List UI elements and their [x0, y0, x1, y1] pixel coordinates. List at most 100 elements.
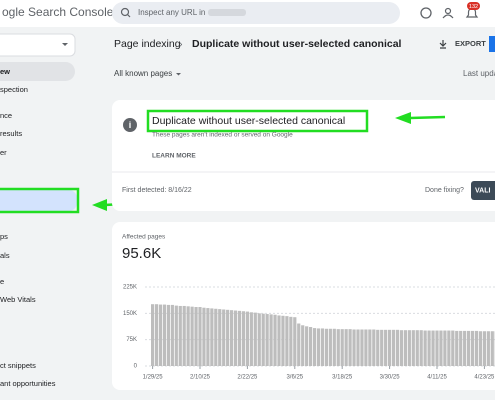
search-icon — [127, 14, 131, 18]
nav-item[interactable]: nce — [0, 111, 12, 120]
bar — [154, 304, 159, 366]
info-icon — [123, 118, 137, 132]
property-selector[interactable] — [0, 33, 76, 57]
bar — [451, 330, 455, 366]
bar — [399, 330, 404, 366]
bar — [431, 330, 435, 366]
nav-item[interactable]: e — [0, 277, 4, 286]
y-tick-label: 225K — [123, 285, 137, 291]
nav-item[interactable]: er — [0, 148, 7, 157]
nav-item[interactable]: ps — [0, 232, 8, 241]
x-tick-label: 3/18/25 — [332, 375, 353, 381]
export-button[interactable]: EXPORT — [455, 39, 486, 48]
arrow-head — [395, 112, 411, 124]
bar — [158, 304, 163, 366]
bar — [261, 313, 265, 366]
search-box[interactable] — [112, 2, 400, 24]
bar — [455, 330, 459, 366]
bar — [241, 311, 246, 366]
bar — [297, 323, 301, 366]
bar — [226, 309, 230, 366]
info-icon: i — [129, 120, 132, 130]
bar — [482, 331, 486, 366]
bar — [443, 330, 447, 366]
selected-nav — [0, 190, 77, 211]
nav-item[interactable]: Web Vitals — [0, 295, 36, 304]
bar — [316, 328, 321, 366]
bar — [328, 328, 332, 366]
bar — [332, 328, 336, 366]
bar — [301, 325, 305, 366]
chart-label: Affected pages — [122, 234, 166, 241]
bar — [486, 331, 490, 366]
bar — [222, 309, 226, 366]
bar — [312, 328, 317, 366]
bar — [364, 329, 368, 366]
filter[interactable]: All known pages — [114, 69, 172, 78]
bar — [230, 310, 234, 366]
bar — [372, 329, 376, 366]
bar — [395, 329, 400, 366]
bar — [439, 330, 443, 366]
y-tick-label: 75K — [126, 337, 137, 343]
bar — [435, 330, 439, 366]
bar — [233, 310, 238, 366]
nav-item[interactable]: ct snippets — [0, 361, 36, 370]
validate-label: VALI — [475, 187, 490, 194]
bar — [305, 326, 309, 366]
bar — [388, 329, 392, 366]
bar — [309, 327, 313, 366]
help-icon[interactable] — [420, 7, 432, 19]
breadcrumb-parent[interactable]: Page indexing — [114, 38, 181, 50]
users-icon[interactable] — [444, 7, 452, 15]
validate-button[interactable] — [471, 181, 495, 200]
bar — [384, 329, 388, 366]
nav-item[interactable]: ew — [0, 67, 10, 76]
bar — [202, 307, 206, 366]
x-tick-label: 4/11/25 — [427, 375, 447, 381]
x-tick-label: 1/29/25 — [143, 375, 164, 381]
bar — [210, 308, 214, 366]
bar — [293, 317, 297, 366]
bar — [391, 329, 396, 366]
nav-item[interactable]: als — [0, 251, 10, 260]
nav-item[interactable]: spection — [0, 85, 28, 94]
bar — [206, 308, 210, 366]
bar — [478, 331, 483, 366]
x-tick-label: 3/6/25 — [286, 375, 303, 381]
bar — [411, 330, 415, 366]
y-tick-label: 0 — [134, 364, 138, 370]
bar — [237, 310, 242, 366]
x-tick-label: 4/23/25 — [474, 375, 495, 381]
bar — [459, 330, 463, 366]
x-tick-label: 2/22/25 — [237, 375, 258, 381]
nav-item[interactable]: results — [0, 129, 22, 138]
notification-count: 132 — [469, 4, 478, 10]
bar — [273, 314, 277, 366]
bar — [162, 304, 167, 366]
bar — [174, 305, 178, 366]
breadcrumb-current: Duplicate without user-selected canonica… — [192, 38, 402, 50]
issue-card — [112, 100, 495, 211]
blurred-domain — [208, 9, 246, 16]
dropdown-arrow — [62, 43, 68, 46]
bar — [360, 329, 364, 366]
learn-more[interactable]: LEARN MORE — [152, 153, 196, 160]
bar — [344, 329, 348, 366]
bar — [352, 329, 356, 366]
bar — [198, 307, 202, 366]
bar — [463, 330, 467, 366]
users-icon — [442, 14, 454, 19]
bar — [407, 330, 411, 366]
dropdown-arrow — [176, 73, 181, 76]
nav-item[interactable]: ant opportunities — [0, 379, 56, 388]
x-tick-label: 3/30/25 — [380, 375, 401, 381]
bar — [269, 314, 273, 366]
bar — [281, 315, 285, 366]
bar — [194, 307, 198, 366]
bar — [265, 314, 269, 366]
bar — [415, 330, 419, 366]
primary-button[interactable] — [489, 36, 495, 52]
bar — [182, 305, 186, 366]
y-tick-label: 150K — [123, 311, 137, 317]
